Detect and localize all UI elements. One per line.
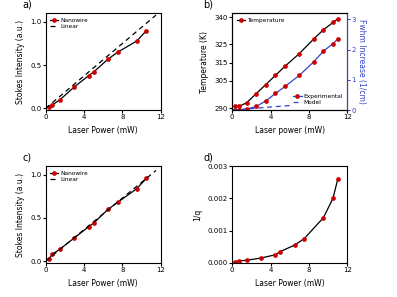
- Temperature: [233, 104, 237, 107]
- Y-axis label: Stokes Intensity (a.u.): Stokes Intensity (a.u.): [16, 173, 25, 257]
- X-axis label: Laser Power (mW): Laser Power (mW): [255, 279, 325, 287]
- Text: b): b): [203, 0, 214, 10]
- Temperature: [273, 74, 278, 77]
- Temperature: [244, 101, 249, 105]
- Nanowire: [87, 225, 91, 228]
- Model: [335, 99, 340, 103]
- Experimental: [233, 108, 237, 112]
- Nanowire: [91, 221, 96, 225]
- Temperature: [335, 17, 340, 20]
- Model: [268, 105, 273, 109]
- X-axis label: Laser power (mW): Laser power (mW): [255, 126, 325, 135]
- Nanowire: [72, 236, 77, 240]
- Model: [230, 108, 235, 112]
- Nanowire: [87, 74, 91, 77]
- X-axis label: Laser Power (mW): Laser Power (mW): [68, 279, 138, 287]
- Line: Nanowire: Nanowire: [46, 29, 148, 109]
- Experimental: [297, 74, 302, 77]
- Legend: Experimental, Model: Experimental, Model: [292, 93, 345, 107]
- Legend: Nanowire, Linear: Nanowire, Linear: [48, 16, 90, 31]
- Model: [326, 100, 331, 104]
- Experimental: [283, 85, 287, 88]
- Temperature: [321, 28, 326, 31]
- Nanowire: [144, 29, 149, 32]
- Nanowire: [58, 98, 62, 102]
- Y-axis label: Temperature (K): Temperature (K): [200, 31, 209, 93]
- Nanowire: [106, 57, 110, 61]
- Temperature: [254, 92, 258, 95]
- Model: [287, 104, 292, 107]
- Line: Experimental: Experimental: [233, 37, 340, 112]
- X-axis label: Laser Power (mW): Laser Power (mW): [68, 126, 138, 135]
- Experimental: [237, 108, 241, 112]
- Experimental: [254, 105, 258, 108]
- Nanowire: [135, 39, 139, 43]
- Nanowire: [115, 50, 120, 54]
- Y-axis label: Stokes Intensity (a.u.): Stokes Intensity (a.u.): [16, 20, 25, 104]
- Model: [249, 107, 254, 110]
- Temperature: [237, 105, 241, 108]
- Y-axis label: Fwhm Increase (1/cm): Fwhm Increase (1/cm): [357, 19, 366, 104]
- Nanowire: [46, 105, 51, 108]
- Nanowire: [144, 176, 149, 180]
- Text: d): d): [203, 152, 213, 162]
- Nanowire: [72, 85, 77, 89]
- Experimental: [321, 49, 326, 53]
- Nanowire: [50, 252, 55, 256]
- Text: c): c): [23, 152, 32, 162]
- Temperature: [283, 64, 287, 68]
- Y-axis label: 1/q: 1/q: [193, 208, 202, 221]
- Temperature: [331, 21, 335, 24]
- Experimental: [335, 37, 340, 41]
- Legend: Nanowire, Linear: Nanowire, Linear: [48, 169, 90, 184]
- Experimental: [273, 92, 278, 95]
- Line: Nanowire: Nanowire: [46, 176, 148, 261]
- Legend: Temperature: Temperature: [235, 16, 286, 25]
- Line: Temperature: Temperature: [233, 17, 340, 108]
- Nanowire: [58, 247, 62, 251]
- Experimental: [244, 108, 249, 111]
- Experimental: [311, 60, 316, 64]
- Temperature: [311, 37, 316, 41]
- Text: a): a): [23, 0, 33, 10]
- Experimental: [331, 42, 335, 45]
- Experimental: [264, 99, 268, 103]
- Nanowire: [50, 103, 55, 107]
- Temperature: [297, 52, 302, 55]
- Line: Model: Model: [232, 101, 338, 110]
- Nanowire: [106, 208, 110, 211]
- Nanowire: [135, 187, 139, 190]
- Nanowire: [46, 257, 51, 261]
- Nanowire: [91, 70, 96, 74]
- Model: [306, 102, 311, 106]
- Temperature: [264, 83, 268, 86]
- Nanowire: [115, 201, 120, 204]
